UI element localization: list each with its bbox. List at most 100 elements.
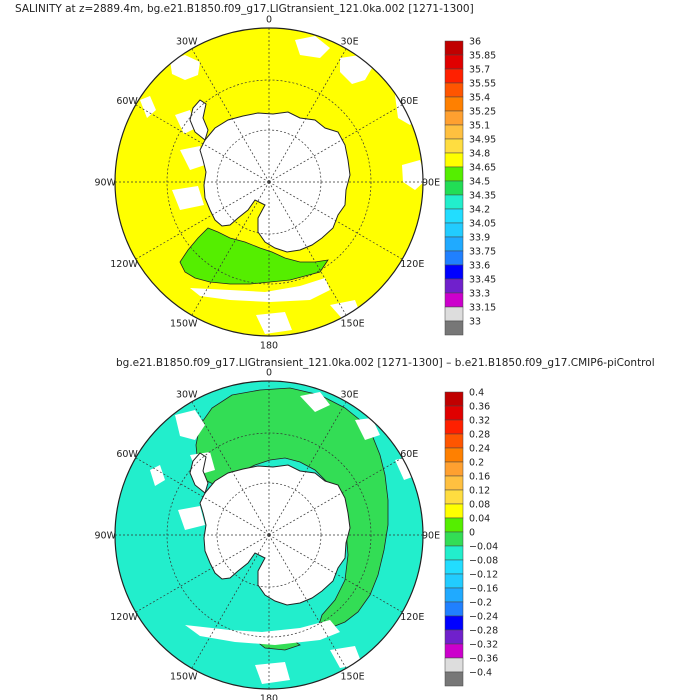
lon-label: 0 [266, 15, 272, 26]
colorbar-swatch [444, 236, 464, 252]
lon-label: 90E [422, 178, 440, 189]
lon-label: 60W [116, 96, 138, 107]
lon-label: 90E [422, 531, 440, 542]
panel-1-map [114, 27, 424, 337]
colorbar-swatch [444, 166, 464, 182]
colorbar-label: −0.04 [469, 542, 498, 553]
colorbar-swatch [444, 264, 464, 280]
colorbar-swatch [444, 517, 464, 533]
lon-label: 120E [400, 612, 424, 623]
colorbar-label: 34.8 [469, 149, 490, 160]
colorbar-swatch [444, 250, 464, 266]
lon-label: 30W [176, 36, 198, 47]
colorbar-label: −0.28 [469, 626, 498, 637]
colorbar-swatch [444, 292, 464, 308]
colorbar-swatch [444, 405, 464, 421]
panel-1-longitude-labels: 0 30E 60E 90E 120E 150E 180 150W 120W 90W 60W 30W [95, 15, 441, 352]
lon-label: 120W [110, 259, 138, 270]
colorbar-label: 0.32 [469, 416, 490, 427]
colorbar-swatch [444, 657, 464, 673]
colorbar-swatch [444, 222, 464, 238]
panel-1: SALINITY at z=2889.4m, bg.e21.B1850.f09_… [15, 3, 496, 352]
colorbar-label: 0.08 [469, 500, 490, 511]
colorbar-label: 0.2 [469, 458, 484, 469]
colorbar-swatch [444, 306, 464, 322]
colorbar-swatch [444, 278, 464, 294]
colorbar-swatch [444, 54, 464, 70]
panel-2-longitude-labels: 0 30E 60E 90E 120E 150E 180 150W 120W 90W 60W 30W [95, 368, 441, 700]
colorbar-label: 0.36 [469, 402, 490, 413]
colorbar-label: 36 [469, 37, 481, 48]
colorbar-swatch [444, 320, 464, 336]
colorbar-swatch [444, 489, 464, 505]
colorbar-label: −0.08 [469, 556, 498, 567]
lon-label: 150E [341, 319, 365, 330]
panel-1-missing-data [140, 36, 423, 334]
colorbar-swatch [444, 391, 464, 407]
colorbar-swatch [444, 419, 464, 435]
panel-1-meridians [115, 28, 423, 336]
colorbar-swatch [444, 433, 464, 449]
lon-label: 150W [170, 319, 198, 330]
panel-1-colorbar: 36 35.85 35.7 35.55 35.4 35.25 35.1 34.95 34.8 34… [444, 37, 496, 336]
colorbar-swatch [444, 545, 464, 561]
lon-label: 120W [110, 612, 138, 623]
panel-1-peninsula [189, 99, 209, 141]
lon-label: 90W [95, 178, 117, 189]
colorbar-swatch [444, 447, 464, 463]
lon-label: 30W [176, 389, 198, 400]
colorbar-label: 34.35 [469, 191, 496, 202]
lon-label: 30E [341, 36, 359, 47]
colorbar-label: 35.85 [469, 51, 496, 62]
panel-1-anomaly-region [179, 227, 329, 285]
colorbar-label: 35.7 [469, 65, 490, 76]
panel-2-meridians [115, 381, 423, 689]
panel-2-missing-data [150, 392, 418, 684]
colorbar-label: 34.95 [469, 135, 496, 146]
colorbar-label: −0.32 [469, 640, 498, 651]
lon-label: 60E [400, 96, 418, 107]
colorbar-swatch [444, 124, 464, 140]
colorbar-label: −0.12 [469, 570, 498, 581]
colorbar-label: −0.24 [469, 612, 498, 623]
colorbar-label: 33.45 [469, 275, 496, 286]
colorbar-label: 33.3 [469, 289, 490, 300]
lon-label: 30E [341, 389, 359, 400]
colorbar-swatch [444, 587, 464, 603]
lon-label: 150W [170, 672, 198, 683]
panel-2-map [114, 380, 424, 690]
colorbar-label: 0.04 [469, 514, 490, 525]
colorbar-label: 0.4 [469, 388, 484, 399]
colorbar-label: −0.36 [469, 654, 498, 665]
colorbar-label: 0 [469, 528, 475, 539]
colorbar-swatch [444, 82, 464, 98]
colorbar-swatch [444, 503, 464, 519]
colorbar-swatch [444, 180, 464, 196]
panel-2-peninsula [189, 452, 209, 494]
colorbar-label: 34.65 [469, 163, 496, 174]
colorbar-label: −0.4 [469, 668, 492, 679]
colorbar-label: 34.5 [469, 177, 490, 188]
colorbar-swatch [444, 138, 464, 154]
lon-label: 180 [260, 341, 278, 352]
colorbar-swatch [444, 40, 464, 56]
colorbar-swatch [444, 110, 464, 126]
colorbar-swatch [444, 601, 464, 617]
colorbar-swatch [444, 475, 464, 491]
panel-1-map-border [114, 27, 424, 337]
panel-2: bg.e21.B1850.f09_g17.LIGtransient_121.0k… [95, 357, 655, 700]
colorbar-swatch [444, 629, 464, 645]
colorbar-swatch [444, 461, 464, 477]
colorbar-label: 0.24 [469, 444, 490, 455]
colorbar-label: −0.16 [469, 584, 498, 595]
colorbar-swatch [444, 152, 464, 168]
colorbar-label: 33.6 [469, 261, 490, 272]
lon-label: 60W [116, 449, 138, 460]
lon-label: 0 [266, 368, 272, 379]
panel-2-map-border [114, 380, 424, 690]
colorbar-swatch [444, 68, 464, 84]
colorbar-label: 35.55 [469, 79, 496, 90]
colorbar-label: 33.15 [469, 303, 496, 314]
colorbar-swatch [444, 643, 464, 659]
